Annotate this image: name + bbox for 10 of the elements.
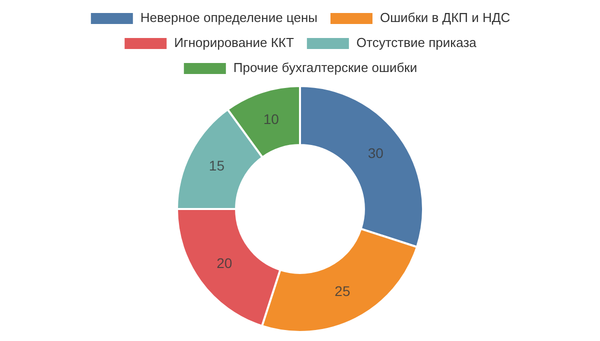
data-label: 30 bbox=[368, 144, 384, 161]
legend-label: Игнорирование ККТ bbox=[174, 35, 294, 50]
data-label: 20 bbox=[216, 254, 232, 271]
data-label: 10 bbox=[263, 110, 280, 127]
legend-label: Отсутствие приказа bbox=[356, 35, 478, 50]
legend-label: Ошибки в ДКП и НДС bbox=[380, 10, 510, 26]
data-label: 15 bbox=[208, 157, 225, 174]
data-label: 25 bbox=[334, 283, 350, 300]
legend-label: Неверное определение цены bbox=[140, 10, 318, 26]
legend-label: Прочие бухгалтерские ошибки bbox=[233, 60, 418, 76]
